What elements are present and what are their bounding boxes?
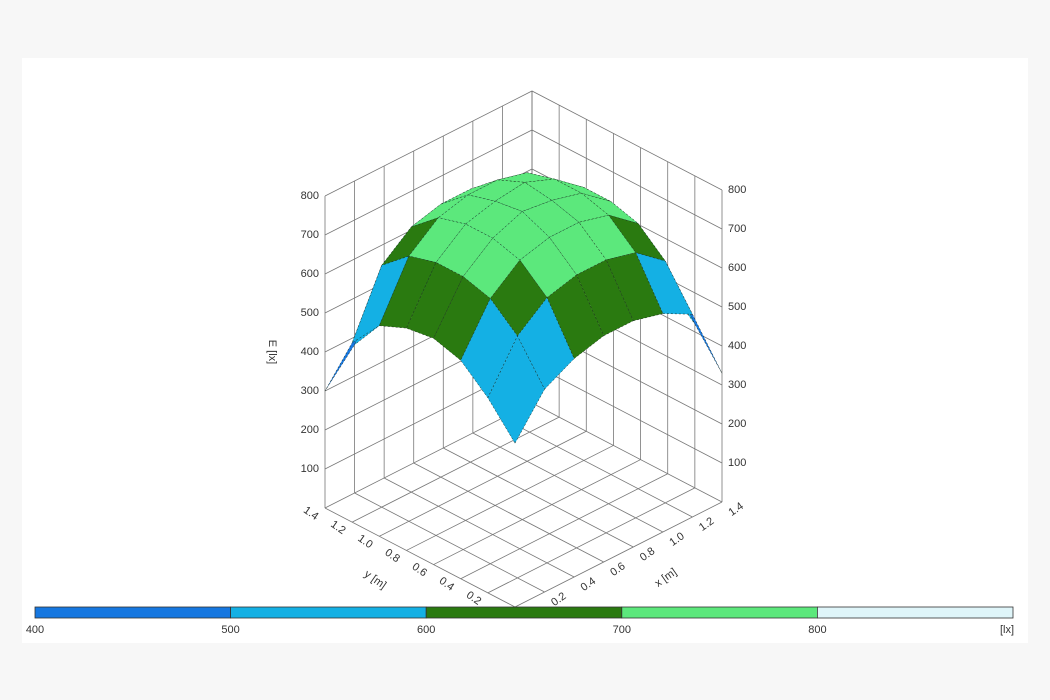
z-tick-label: 300 — [728, 379, 746, 391]
z-tick-label: 600 — [728, 262, 746, 274]
z-tick-label: 400 — [728, 340, 746, 352]
surface-patch — [576, 259, 634, 337]
floor-grid-line — [531, 402, 723, 503]
z-tick-label: 500 — [728, 301, 746, 313]
z-axis-label: E [lx] — [266, 340, 278, 364]
wall-grid-line — [324, 168, 723, 275]
z-tick-label: 400 — [301, 346, 319, 358]
floor-grid-line — [443, 447, 634, 548]
z-tick-label: 200 — [301, 424, 319, 436]
colorbar-segment — [621, 606, 818, 619]
floor-grid-line — [406, 445, 614, 551]
surface-patch — [351, 255, 410, 343]
floor-grid-line — [487, 487, 696, 594]
surface-patch — [379, 255, 437, 329]
colorbar-segment — [34, 606, 232, 619]
floor-grid-line — [379, 430, 587, 537]
surface-patch — [546, 274, 604, 359]
floor-grid-line — [351, 416, 560, 523]
floor-grid-line — [433, 459, 641, 565]
wall-grid-line — [324, 129, 723, 236]
floor-grid-line — [413, 462, 604, 563]
floor-grid-line — [354, 492, 545, 593]
colorbar-unit: [lx] — [1000, 624, 1014, 636]
z-tick-label: 500 — [301, 307, 319, 319]
z-tick-label: 700 — [301, 229, 319, 241]
z-tick-label: 100 — [728, 457, 746, 469]
surface-patch — [608, 214, 666, 262]
z-tick-label: 800 — [728, 184, 746, 196]
colorbar-tick-label: 600 — [417, 624, 435, 636]
colorbar-tick-label: 700 — [613, 624, 631, 636]
colorbar-tick-label: 500 — [221, 624, 239, 636]
x-axis-line — [514, 501, 723, 608]
floor-grid-line — [502, 417, 693, 518]
colorbar-segment — [425, 606, 623, 619]
floor-grid-line — [324, 402, 533, 509]
surface-patch — [462, 237, 521, 299]
floor-grid-line — [472, 432, 664, 533]
y-axis-line — [324, 507, 516, 608]
surface-patch — [324, 265, 382, 392]
floor-grid-line — [383, 477, 575, 578]
z-tick-label: 100 — [301, 463, 319, 475]
z-tick-label: 700 — [728, 223, 746, 235]
surface-patch — [406, 262, 464, 339]
wall-grid-line — [324, 90, 723, 197]
surface-patch — [635, 252, 693, 315]
colorbar-tick-label: 800 — [808, 624, 826, 636]
z-tick-label: 800 — [301, 190, 319, 202]
z-tick-label: 200 — [728, 418, 746, 430]
z-tick-label: 600 — [301, 268, 319, 280]
colorbar-segment — [230, 606, 427, 619]
z-tick-label: 300 — [301, 385, 319, 397]
colorbar-tick-label: 400 — [26, 624, 44, 636]
floor-grid-line — [460, 473, 668, 580]
colorbar-segment — [817, 606, 1014, 619]
surface-patch — [487, 335, 545, 444]
surface-patch — [554, 178, 612, 202]
